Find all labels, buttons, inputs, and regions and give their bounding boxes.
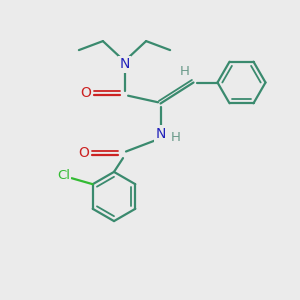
Text: O: O	[79, 146, 89, 160]
Text: N: N	[119, 58, 130, 71]
Text: N: N	[155, 127, 166, 140]
Text: H: H	[171, 130, 181, 144]
Text: H: H	[180, 64, 189, 78]
Text: Cl: Cl	[57, 169, 70, 182]
Text: O: O	[80, 85, 91, 100]
